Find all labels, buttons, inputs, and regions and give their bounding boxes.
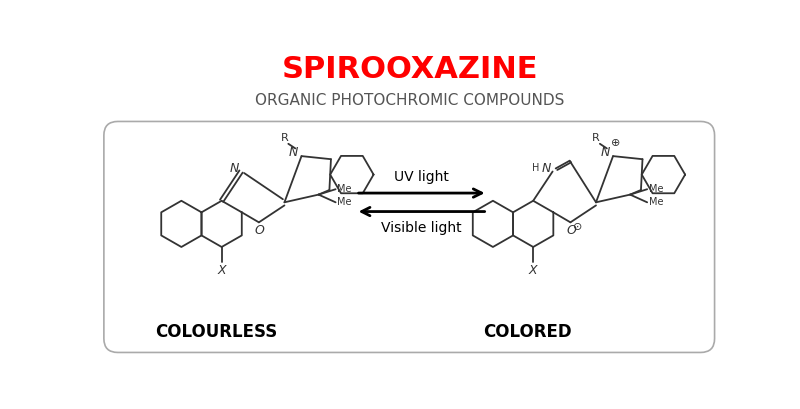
- FancyBboxPatch shape: [104, 121, 714, 353]
- Text: N: N: [230, 162, 238, 175]
- Text: SPIROOXAZINE: SPIROOXAZINE: [282, 55, 538, 84]
- Text: N: N: [289, 146, 298, 159]
- Text: O: O: [254, 224, 265, 236]
- Text: ⊕: ⊕: [611, 138, 621, 148]
- Text: COLOURLESS: COLOURLESS: [155, 323, 278, 341]
- Text: Me: Me: [337, 184, 352, 194]
- Text: H: H: [532, 164, 539, 173]
- Text: COLORED: COLORED: [483, 323, 572, 341]
- Text: R: R: [281, 133, 288, 143]
- Text: Me: Me: [337, 197, 352, 207]
- Text: N: N: [601, 146, 610, 159]
- Text: ORGANIC PHOTOCHROMIC COMPOUNDS: ORGANIC PHOTOCHROMIC COMPOUNDS: [255, 93, 565, 108]
- Text: N: N: [542, 162, 551, 175]
- Text: Me: Me: [649, 197, 663, 207]
- Text: X: X: [218, 263, 226, 276]
- Text: Visible light: Visible light: [382, 221, 462, 235]
- Text: Me: Me: [649, 184, 663, 194]
- Text: X: X: [529, 263, 538, 276]
- Text: ⊙: ⊙: [574, 222, 583, 232]
- Text: O: O: [566, 224, 576, 236]
- Text: UV light: UV light: [394, 170, 449, 184]
- Text: R: R: [592, 133, 600, 143]
